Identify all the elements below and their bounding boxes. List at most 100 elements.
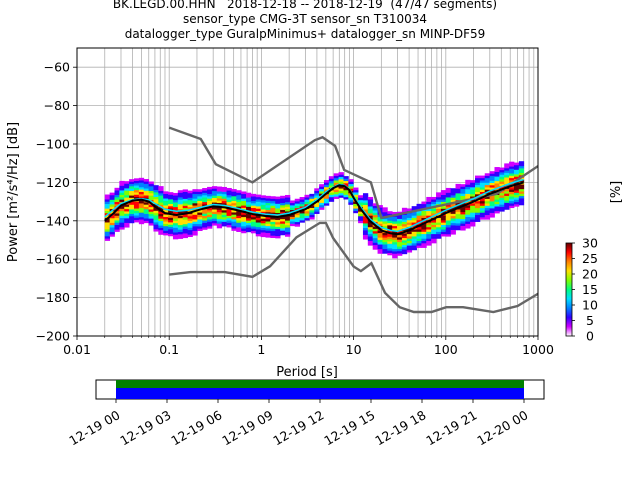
heatmap-cell bbox=[211, 218, 218, 222]
heatmap-cell bbox=[187, 213, 193, 217]
heatmap-cell bbox=[285, 218, 291, 221]
heatmap-cell bbox=[168, 201, 174, 204]
heatmap-cell bbox=[431, 208, 437, 212]
heatmap-cell bbox=[114, 224, 120, 228]
heatmap-cell bbox=[455, 190, 461, 194]
heatmap-cell bbox=[153, 196, 159, 200]
heatmap-cell bbox=[465, 184, 471, 188]
heatmap-cell bbox=[392, 241, 398, 245]
heatmap-cell bbox=[518, 168, 525, 171]
heatmap-cell bbox=[285, 222, 291, 226]
heatmap-cell bbox=[484, 184, 491, 188]
heatmap-cell bbox=[323, 186, 330, 190]
heatmap-cell bbox=[455, 183, 461, 187]
heatmap-cell bbox=[362, 234, 369, 238]
heatmap-cell bbox=[460, 197, 466, 201]
heatmap-cell bbox=[114, 220, 120, 223]
heatmap-cell bbox=[177, 192, 184, 196]
heatmap-cell bbox=[513, 169, 520, 173]
heatmap-cell bbox=[499, 195, 505, 198]
heatmap-cell bbox=[494, 208, 500, 212]
heatmap-cell bbox=[328, 180, 335, 184]
heatmap-cell bbox=[397, 237, 403, 240]
heatmap-cell bbox=[265, 200, 271, 204]
heatmap-cell bbox=[309, 214, 315, 218]
heatmap-cell bbox=[133, 208, 140, 211]
heatmap-cell bbox=[479, 198, 486, 202]
heatmap-cell bbox=[436, 199, 442, 202]
heatmap-cell bbox=[260, 216, 266, 219]
heatmap-cell bbox=[177, 204, 184, 207]
heatmap-cell bbox=[187, 218, 193, 221]
heatmap-cell bbox=[202, 208, 208, 212]
heatmap-cell bbox=[275, 210, 281, 214]
heatmap-cell bbox=[114, 199, 120, 202]
heatmap-cell bbox=[216, 188, 223, 192]
heatmap-cell bbox=[401, 235, 408, 239]
heatmap-cell bbox=[153, 222, 159, 225]
heatmap-cell bbox=[202, 201, 208, 205]
heatmap-cell bbox=[158, 222, 164, 226]
heatmap-cell bbox=[509, 175, 515, 179]
heatmap-cell bbox=[255, 208, 262, 212]
heatmap-cell bbox=[148, 218, 154, 221]
heatmap-cell bbox=[270, 230, 276, 234]
heatmap-cell bbox=[416, 238, 422, 242]
heatmap-cell bbox=[518, 193, 525, 197]
heatmap-cell bbox=[416, 243, 422, 246]
heatmap-cell bbox=[401, 249, 408, 252]
heatmap-cell bbox=[377, 230, 383, 234]
heatmap-cell bbox=[465, 182, 471, 185]
heatmap-cell bbox=[299, 215, 305, 219]
heatmap-cell bbox=[333, 187, 339, 190]
heatmap-cell bbox=[304, 210, 310, 214]
heatmap-cell bbox=[221, 219, 227, 222]
heatmap-cell bbox=[494, 201, 500, 205]
heatmap-cell bbox=[353, 205, 359, 209]
heatmap-cell bbox=[202, 222, 208, 226]
heatmap-cell bbox=[343, 180, 349, 184]
heatmap-cell bbox=[202, 224, 208, 228]
heatmap-cell bbox=[207, 212, 213, 215]
heatmap-cell bbox=[475, 219, 481, 222]
heatmap-cell bbox=[479, 184, 486, 188]
heatmap-cell bbox=[109, 197, 115, 200]
heatmap-cell bbox=[109, 217, 115, 221]
heatmap-cell bbox=[207, 207, 213, 211]
heatmap-cell bbox=[260, 227, 266, 231]
heatmap-cell bbox=[197, 226, 203, 229]
heatmap-cell bbox=[294, 203, 301, 206]
heatmap-cell bbox=[182, 223, 188, 227]
heatmap-cell bbox=[450, 213, 456, 217]
heatmap-cell bbox=[499, 183, 505, 187]
heatmap-cell bbox=[143, 190, 149, 194]
heatmap-cell bbox=[163, 200, 169, 204]
heatmap-cell bbox=[489, 214, 495, 218]
heatmap-cell bbox=[119, 185, 125, 189]
heatmap-cell bbox=[265, 211, 271, 215]
heatmap-cell bbox=[250, 214, 257, 218]
heatmap-cell bbox=[411, 213, 417, 216]
heatmap-cell bbox=[236, 217, 242, 221]
heatmap-cell bbox=[231, 205, 237, 208]
heatmap-cell bbox=[475, 187, 481, 190]
heatmap-cell bbox=[411, 245, 417, 248]
heatmap-cell bbox=[255, 199, 262, 202]
heatmap-cell bbox=[187, 195, 193, 198]
heatmap-cell bbox=[382, 244, 388, 247]
heatmap-cell bbox=[138, 210, 145, 213]
heatmap-cell bbox=[182, 205, 188, 209]
heatmap-cell bbox=[431, 238, 437, 242]
heatmap-cell bbox=[124, 206, 130, 210]
heatmap-cell bbox=[494, 203, 500, 207]
heatmap-cell bbox=[314, 211, 320, 214]
heatmap-cell bbox=[406, 238, 413, 242]
heatmap-cell bbox=[192, 219, 198, 222]
heatmap-cell bbox=[455, 220, 461, 224]
heatmap-cell bbox=[499, 204, 505, 207]
heatmap-cell bbox=[241, 230, 247, 234]
heatmap-cell bbox=[479, 189, 486, 192]
heatmap-cell bbox=[358, 195, 364, 198]
heatmap-cell bbox=[343, 187, 349, 191]
